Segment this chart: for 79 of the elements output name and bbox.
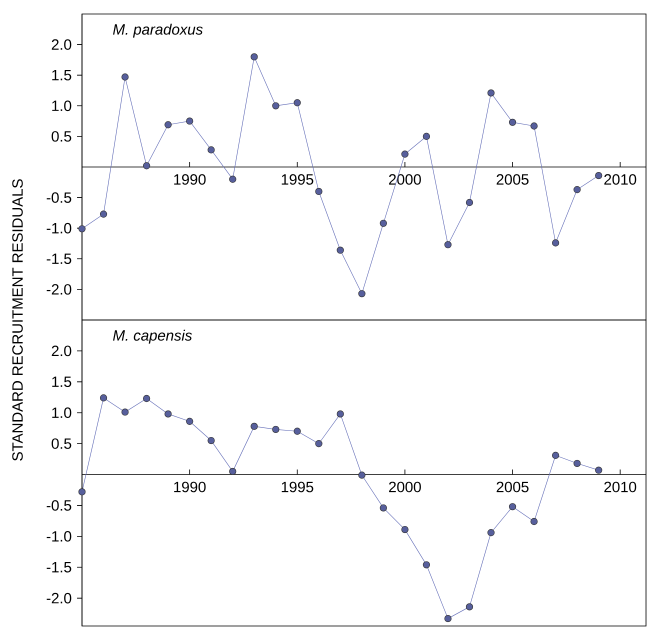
point xyxy=(250,422,258,430)
point xyxy=(466,603,474,610)
point xyxy=(186,418,194,425)
point xyxy=(487,529,495,536)
point xyxy=(422,561,430,568)
x-tick-label: 2005 xyxy=(496,482,529,492)
point xyxy=(294,428,301,435)
y-tick-label: 0.5 xyxy=(52,131,72,142)
y-tick-label: 1.0 xyxy=(52,100,72,112)
y-tick-label: -0.5 xyxy=(46,192,72,203)
point xyxy=(315,188,322,196)
point xyxy=(336,410,344,418)
point xyxy=(294,99,301,106)
point xyxy=(358,290,366,298)
point xyxy=(186,118,194,125)
point xyxy=(272,426,280,433)
point xyxy=(208,146,215,154)
point xyxy=(595,172,602,180)
y-tick-label: 1.5 xyxy=(52,70,72,80)
point xyxy=(121,408,129,416)
point xyxy=(552,239,560,246)
x-tick-label: 1995 xyxy=(282,482,314,492)
point xyxy=(229,176,236,183)
x-tick-label: 2005 xyxy=(496,174,529,185)
point xyxy=(164,410,172,418)
point xyxy=(508,503,516,510)
point xyxy=(401,150,408,158)
point xyxy=(143,394,150,402)
y-tick-label: 2.0 xyxy=(52,346,72,356)
point xyxy=(78,488,86,496)
point xyxy=(100,210,108,218)
point xyxy=(121,73,129,81)
point xyxy=(530,518,538,526)
point xyxy=(143,162,150,170)
point xyxy=(552,452,560,459)
x-tick-label: 2010 xyxy=(604,174,636,185)
point xyxy=(595,466,602,474)
point xyxy=(574,460,581,467)
y-tick-label: -1.0 xyxy=(46,531,72,542)
x-tick-label: 2010 xyxy=(604,482,636,492)
y-axis-title: STANDARD RECRUITMENT RESIDUALS xyxy=(12,179,23,461)
point xyxy=(574,186,581,194)
point xyxy=(380,220,387,227)
y-tick-label: -1.5 xyxy=(46,254,72,264)
point xyxy=(487,89,495,97)
point xyxy=(380,504,387,512)
y-tick-label: 1.5 xyxy=(52,376,72,388)
point xyxy=(208,436,215,444)
point xyxy=(466,198,474,206)
y-tick-label: -1.0 xyxy=(46,222,72,234)
point xyxy=(315,440,322,448)
y-tick-label: 1.0 xyxy=(52,407,72,418)
point xyxy=(401,526,408,534)
point xyxy=(78,225,86,232)
point xyxy=(272,102,280,110)
x-tick-label: 2000 xyxy=(389,174,421,185)
point xyxy=(164,121,172,128)
text: M. capensis xyxy=(113,330,192,344)
x-tick-label: 1995 xyxy=(282,174,314,185)
point xyxy=(100,394,108,402)
x-tick-label: 1990 xyxy=(174,174,206,185)
point xyxy=(422,132,430,140)
y-tick-label: -0.5 xyxy=(46,500,72,511)
point xyxy=(444,241,452,248)
y-tick-label: -2.0 xyxy=(46,592,72,604)
x-tick-label: 1990 xyxy=(174,482,206,492)
point xyxy=(444,614,452,622)
point xyxy=(336,246,344,254)
y-tick-label: 2.0 xyxy=(52,39,72,50)
point xyxy=(530,122,538,130)
point xyxy=(250,53,258,60)
x-tick-label: 2000 xyxy=(389,482,421,492)
point xyxy=(358,472,366,479)
y-tick-label: 0.5 xyxy=(52,438,72,449)
text: M. paradoxus xyxy=(113,24,203,38)
point xyxy=(229,468,236,476)
y-tick-label: -2.0 xyxy=(46,284,72,295)
y-tick-label: -1.5 xyxy=(46,562,72,572)
point xyxy=(508,118,516,126)
